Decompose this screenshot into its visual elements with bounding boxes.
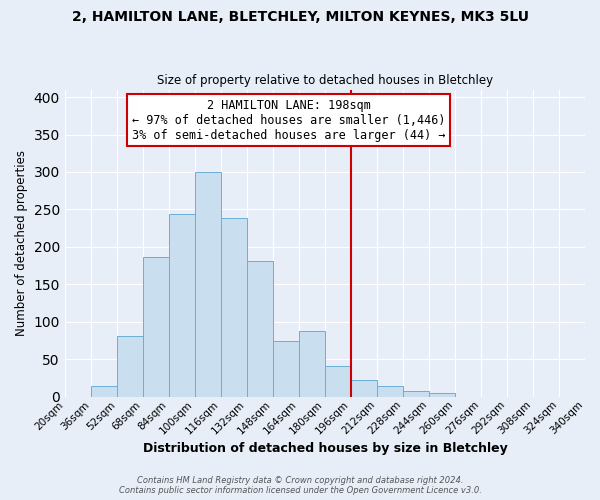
Bar [429, 393, 455, 397]
Bar [169, 214, 195, 397]
Bar [325, 366, 351, 397]
Bar [117, 336, 143, 397]
X-axis label: Distribution of detached houses by size in Bletchley: Distribution of detached houses by size … [143, 442, 507, 455]
Bar [351, 380, 377, 397]
Text: Contains HM Land Registry data © Crown copyright and database right 2024.
Contai: Contains HM Land Registry data © Crown c… [119, 476, 481, 495]
Text: 2, HAMILTON LANE, BLETCHLEY, MILTON KEYNES, MK3 5LU: 2, HAMILTON LANE, BLETCHLEY, MILTON KEYN… [71, 10, 529, 24]
Bar [377, 386, 403, 397]
Bar [299, 331, 325, 397]
Bar [273, 340, 299, 397]
Bar [403, 391, 429, 397]
Bar [91, 386, 117, 397]
Bar [221, 218, 247, 397]
Title: Size of property relative to detached houses in Bletchley: Size of property relative to detached ho… [157, 74, 493, 87]
Bar [247, 261, 273, 397]
Y-axis label: Number of detached properties: Number of detached properties [15, 150, 28, 336]
Bar [195, 172, 221, 397]
Text: 2 HAMILTON LANE: 198sqm
← 97% of detached houses are smaller (1,446)
3% of semi-: 2 HAMILTON LANE: 198sqm ← 97% of detache… [132, 99, 445, 142]
Bar [143, 258, 169, 397]
